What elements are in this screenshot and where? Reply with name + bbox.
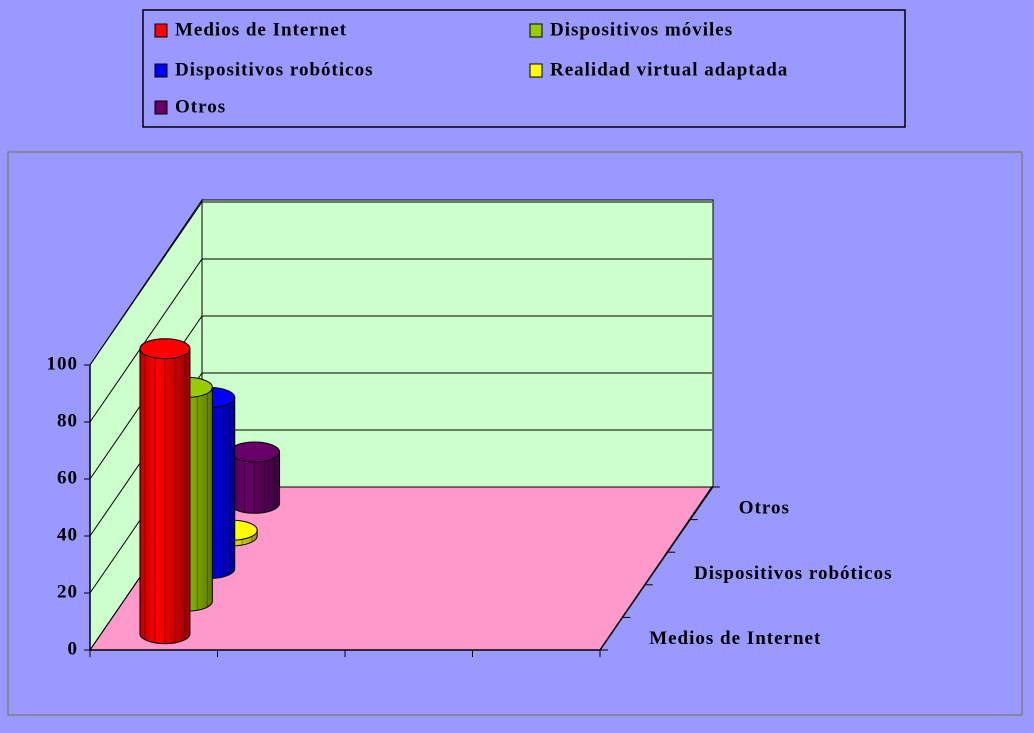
y-tick-label: 20 bbox=[57, 581, 78, 602]
y-tick-label: 60 bbox=[57, 467, 78, 488]
legend-label: Realidad virtual adaptada bbox=[550, 59, 788, 80]
y-tick-label: 80 bbox=[57, 410, 78, 431]
grid-line bbox=[89, 315, 712, 480]
back-wall bbox=[201, 199, 714, 488]
legend-label: Dispositivos móviles bbox=[550, 19, 733, 40]
depth-label: Otros bbox=[739, 498, 790, 519]
depth-axis bbox=[599, 486, 713, 651]
cylinder-top bbox=[229, 441, 281, 463]
legend-label: Dispositivos robóticos bbox=[175, 59, 373, 80]
legend-label: Medios de Internet bbox=[175, 19, 347, 40]
legend-swatch bbox=[154, 100, 168, 115]
cylinder-top bbox=[139, 338, 191, 360]
cylinder bbox=[229, 441, 281, 514]
legend-label: Otros bbox=[175, 96, 226, 117]
legend-swatch bbox=[154, 63, 168, 78]
grid-line bbox=[89, 201, 712, 366]
legend-swatch bbox=[154, 23, 168, 38]
cylinder bbox=[139, 338, 191, 645]
legend-swatch bbox=[529, 63, 543, 78]
y-tick-label: 0 bbox=[68, 638, 79, 659]
cylinder-body bbox=[139, 348, 191, 645]
depth-label: Dispositivos robóticos bbox=[694, 563, 892, 584]
grid-line bbox=[89, 258, 712, 423]
legend-box bbox=[142, 9, 906, 128]
depth-label: Medios de Internet bbox=[649, 628, 821, 649]
grid-line bbox=[89, 372, 712, 537]
legend-swatch bbox=[529, 23, 543, 38]
y-tick-label: 100 bbox=[47, 353, 79, 374]
y-tick-label: 40 bbox=[57, 524, 78, 545]
